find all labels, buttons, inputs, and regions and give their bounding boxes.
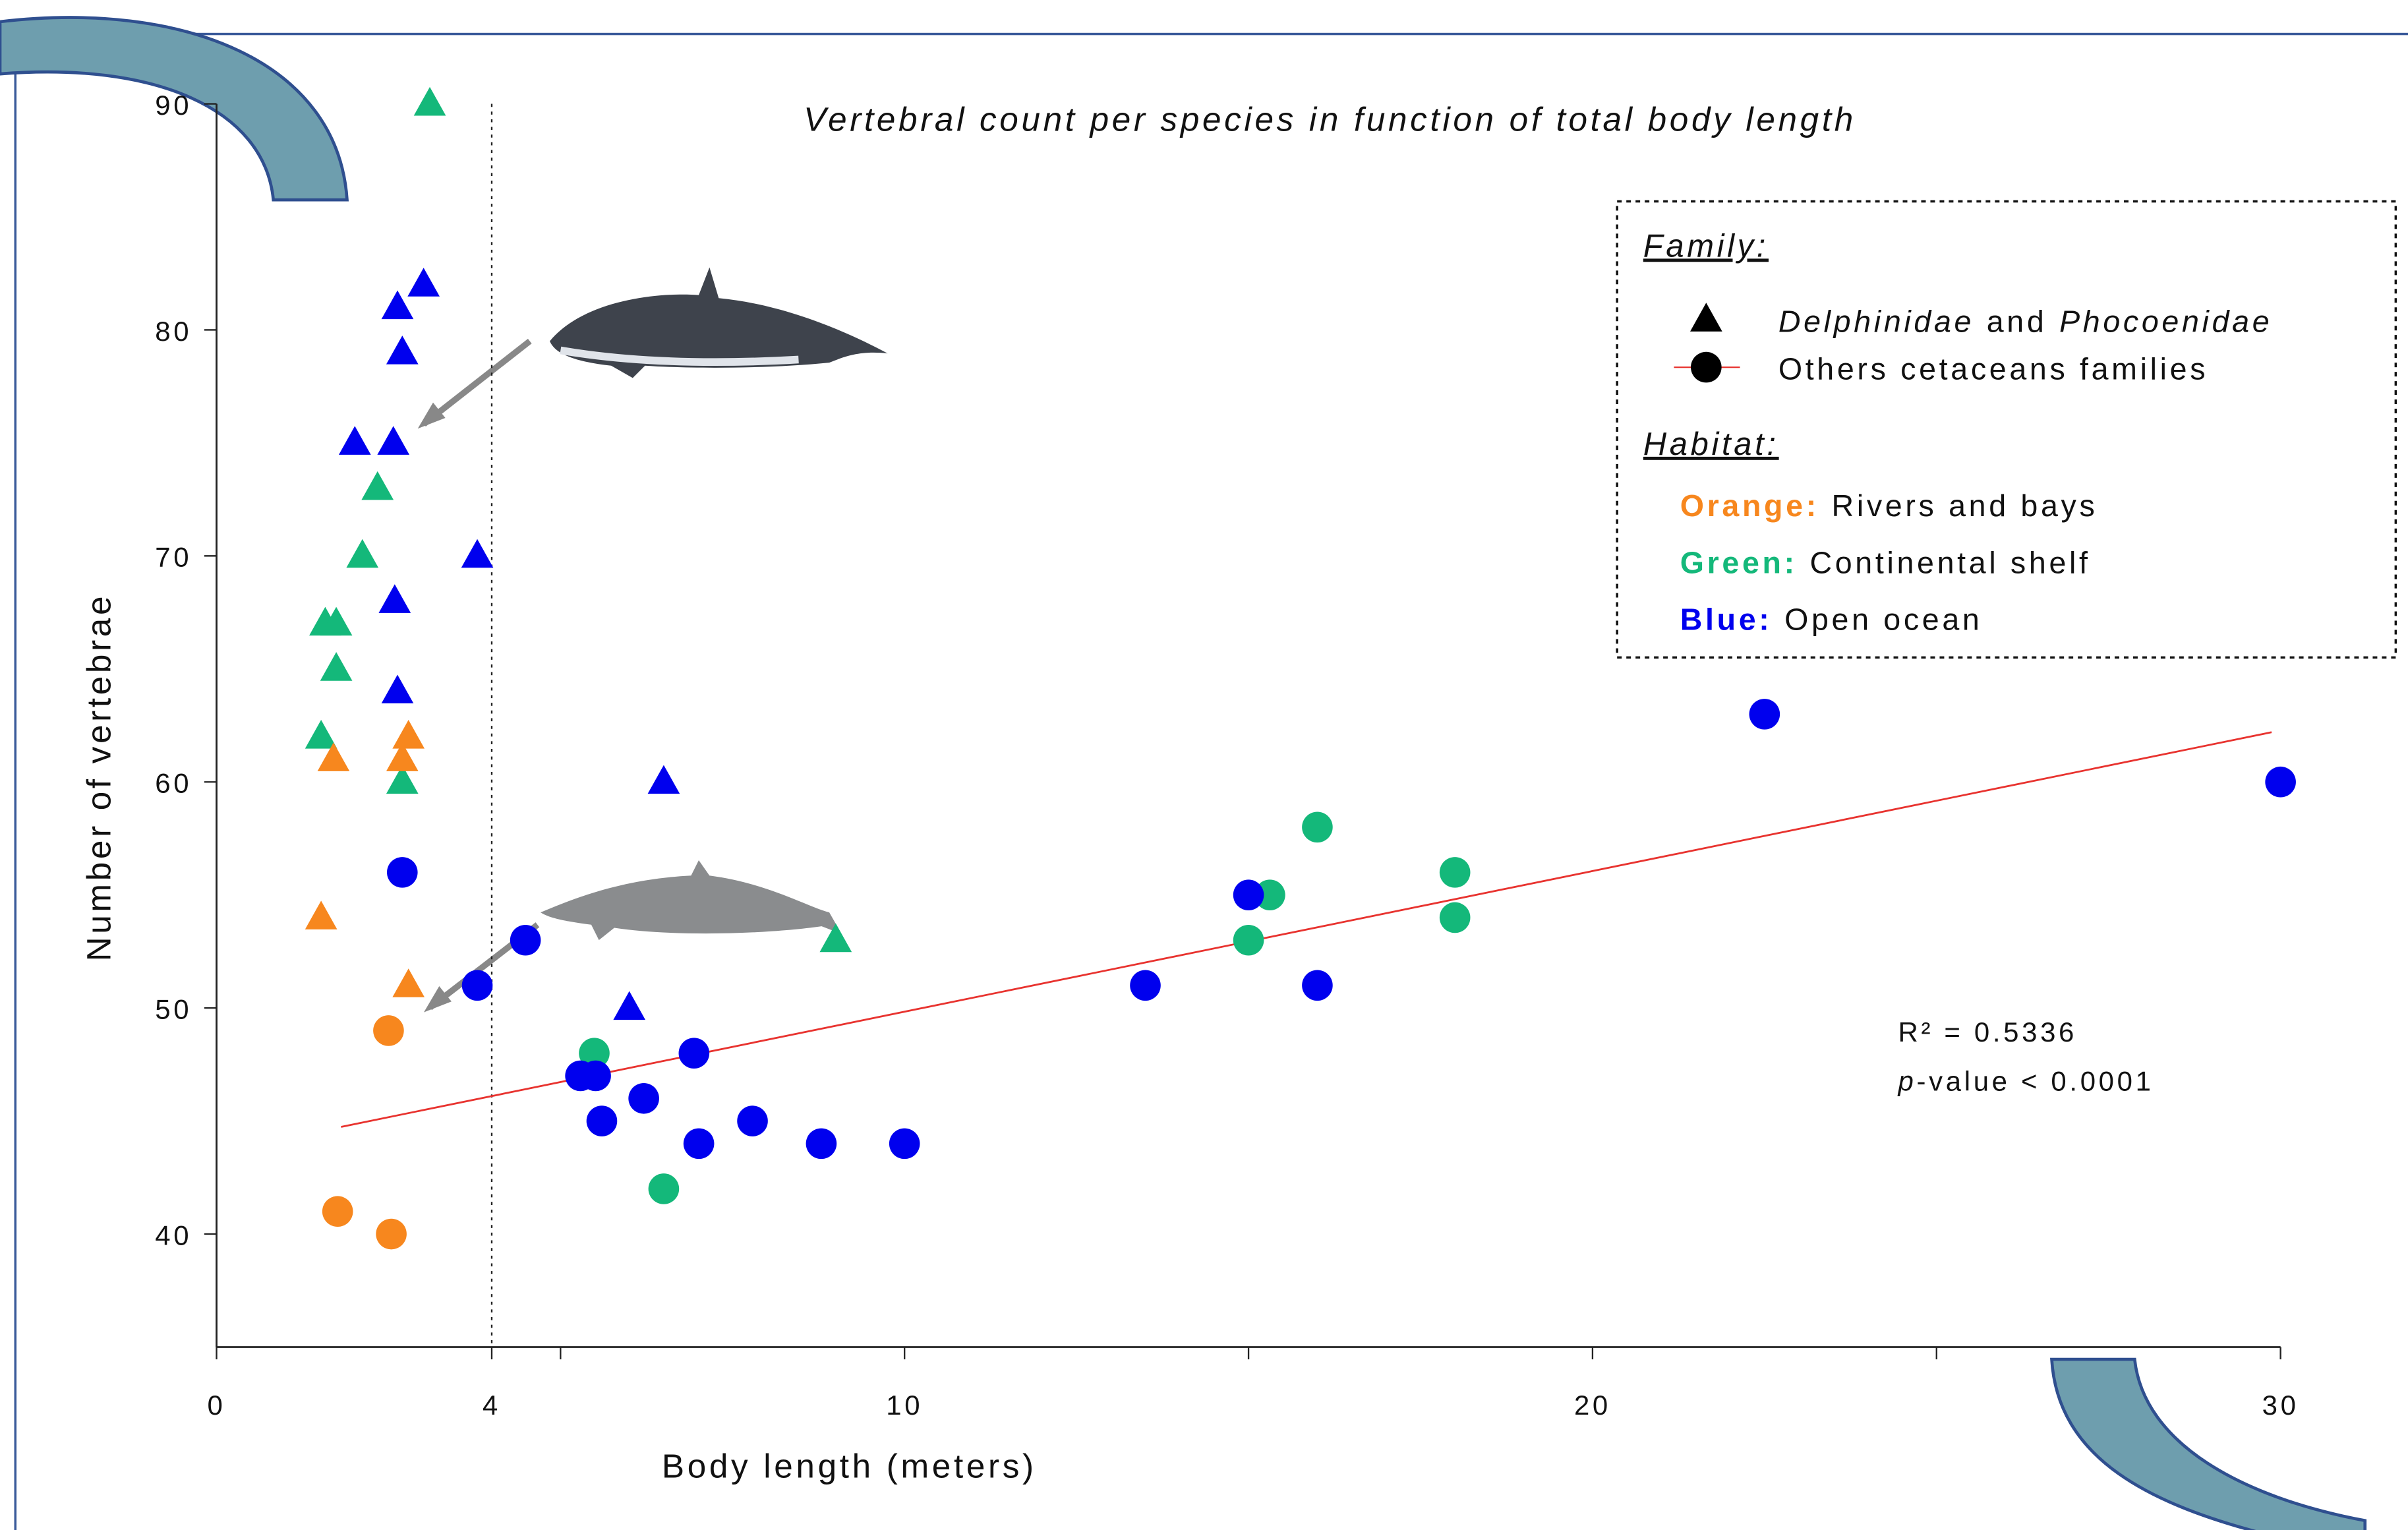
data-point: [392, 968, 425, 997]
x-tick-label: 30: [2262, 1390, 2299, 1421]
p-text: -value < 0.0001: [1917, 1065, 2154, 1096]
y-tick-label: 40: [155, 1220, 192, 1250]
data-point: [377, 426, 409, 455]
data-point: [510, 925, 541, 956]
chart: Vertebral count per species in function …: [0, 0, 2408, 1530]
x-tick-label: 4: [483, 1390, 501, 1421]
data-point: [407, 268, 440, 297]
data-point: [1440, 902, 1471, 933]
y-tick-label: 90: [155, 90, 192, 121]
data-point: [346, 539, 378, 568]
data-point: [378, 584, 411, 613]
y-tick-label: 80: [155, 316, 192, 347]
habitat-text: Open ocean: [1784, 602, 1982, 636]
dolphin-illustration: [418, 268, 888, 1013]
x-axis-label: Body length (meters): [662, 1447, 1037, 1485]
legend-label-part: Others cetaceans families: [1778, 352, 2208, 386]
data-point: [649, 1173, 680, 1204]
p-value: p-value < 0.0001: [1897, 1065, 2154, 1096]
y-tick-label: 60: [155, 768, 192, 799]
page: {"chart_data":{"type":"scatter", "title"…: [0, 0, 2408, 1530]
data-point: [386, 336, 419, 365]
data-point: [587, 1105, 618, 1136]
legend-label: Green: Continental shelf: [1680, 545, 2091, 579]
x-tick-label: 0: [207, 1390, 225, 1421]
legend-label: Others cetaceans families: [1778, 352, 2208, 386]
data-point: [392, 720, 425, 749]
legend-label-part: and: [1987, 305, 2047, 339]
data-point: [1302, 970, 1333, 1001]
habitat-key: Orange:: [1680, 488, 1819, 523]
data-point: [305, 720, 338, 749]
legend-label: Blue: Open ocean: [1680, 602, 1983, 636]
legend-title: Family:: [1643, 228, 1769, 264]
habitat-key: Blue:: [1680, 602, 1773, 636]
data-point: [806, 1129, 837, 1160]
data-point: [737, 1105, 768, 1136]
data-point: [1440, 857, 1471, 888]
data-point: [648, 765, 680, 794]
data-point: [361, 471, 394, 500]
data-point: [1233, 925, 1264, 956]
habitat-text: Continental shelf: [1809, 545, 2090, 579]
data-point: [373, 1015, 404, 1046]
legend-label-part: Delphinidae: [1778, 305, 1974, 339]
data-point: [376, 1219, 407, 1250]
data-point: [628, 1083, 659, 1114]
data-point: [462, 970, 493, 1001]
data-point: [1302, 812, 1333, 843]
data-point: [684, 1129, 715, 1160]
habitat-text: Rivers and bays: [1832, 488, 2098, 523]
p-symbol: p: [1897, 1065, 1917, 1096]
legend-marker: [1690, 303, 1722, 332]
legend-marker: [1691, 352, 1722, 383]
data-point: [679, 1038, 710, 1069]
chart-title: Vertebral count per species in function …: [804, 100, 1856, 138]
y-axis-label: Number of vertebrae: [80, 593, 118, 962]
data-point: [414, 87, 446, 116]
legend-label: Delphinidae and Phocoenidae: [1778, 305, 2272, 339]
x-tick-label: 20: [1574, 1390, 1611, 1421]
x-tick-label: 10: [886, 1390, 923, 1421]
r-squared: R² = 0.5336: [1898, 1016, 2077, 1047]
y-tick-label: 50: [155, 993, 192, 1024]
corner-decoration: [2052, 1359, 2365, 1530]
data-point: [2265, 767, 2296, 798]
data-point: [322, 1196, 353, 1227]
data-point: [613, 991, 645, 1020]
data-point: [889, 1129, 920, 1160]
data-point: [387, 857, 418, 888]
data-point: [819, 924, 852, 953]
data-point: [1749, 699, 1780, 730]
data-point: [320, 652, 353, 681]
legend-label: Orange: Rivers and bays: [1680, 488, 2098, 523]
y-tick-label: 70: [155, 542, 192, 573]
legend-label-part: Phocoenidae: [2059, 305, 2272, 339]
data-point: [382, 674, 414, 703]
data-point: [339, 426, 371, 455]
data-point: [580, 1061, 611, 1092]
data-point: [1130, 970, 1161, 1001]
habitat-key: Green:: [1680, 545, 1798, 579]
data-point: [305, 900, 338, 929]
legend-title: Habitat:: [1643, 427, 1779, 462]
data-point: [1233, 879, 1264, 910]
slide-frame: [15, 34, 2408, 1530]
data-point: [461, 539, 494, 568]
